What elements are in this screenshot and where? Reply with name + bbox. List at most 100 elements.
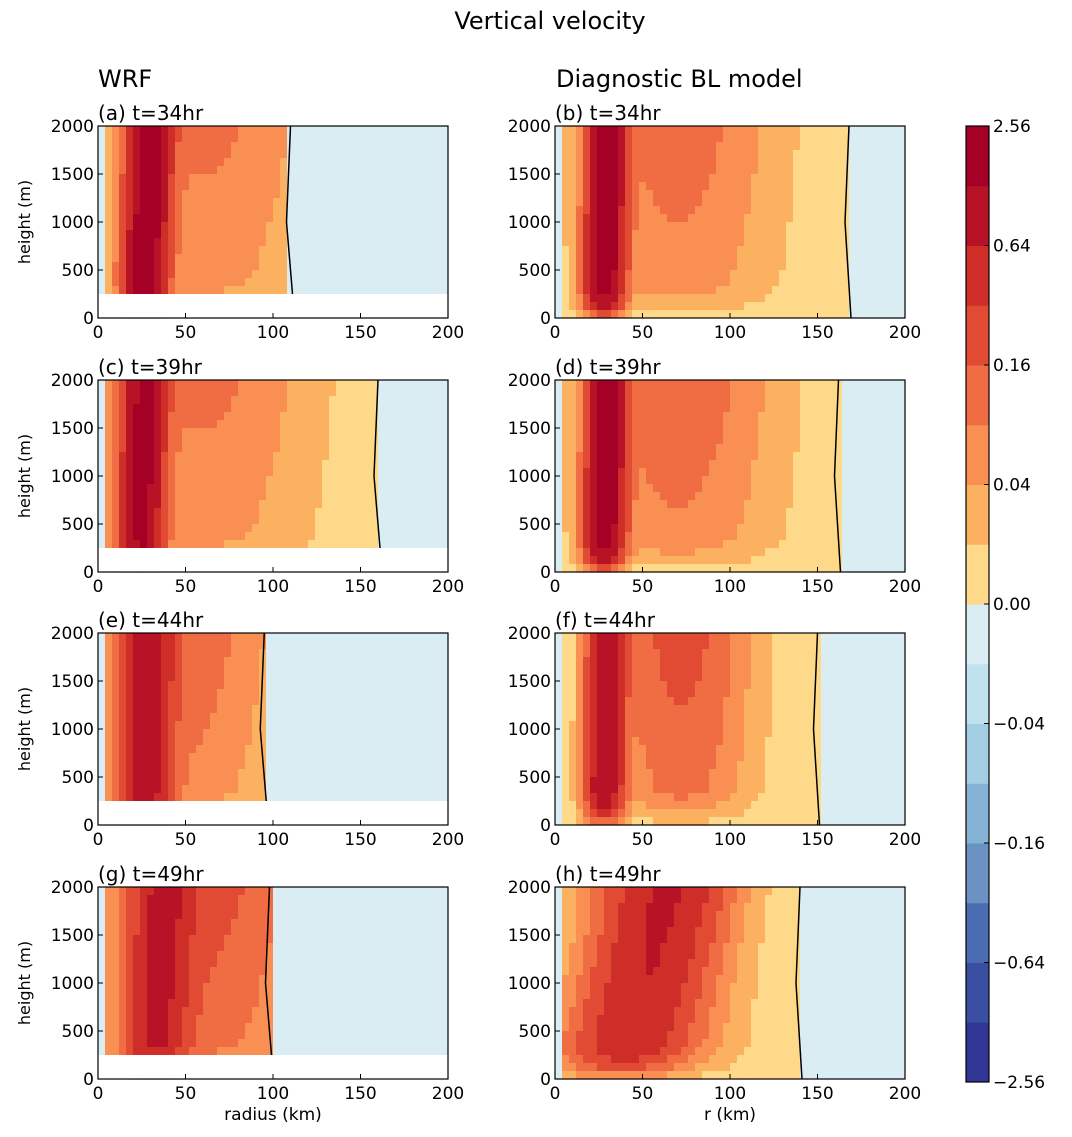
- field-cell: [133, 150, 141, 159]
- panel-label: (e) t=44hr: [98, 608, 204, 632]
- field-cell: [618, 516, 626, 525]
- field-cell: [322, 222, 330, 231]
- field-cell: [140, 396, 148, 405]
- field-cell: [898, 492, 906, 501]
- field-cell: [870, 484, 878, 493]
- field-cell: [800, 286, 808, 295]
- field-cell: [294, 278, 302, 287]
- field-cell: [828, 174, 836, 183]
- field-cell: [639, 278, 647, 287]
- field-cell: [646, 380, 654, 389]
- field-cell: [245, 246, 253, 255]
- field-cell: [779, 412, 787, 421]
- field-cell: [364, 436, 372, 445]
- field-cell: [611, 396, 619, 405]
- field-cell: [884, 294, 892, 303]
- field-cell: [653, 230, 661, 239]
- field-cell: [653, 302, 661, 311]
- field-cell: [772, 556, 780, 565]
- field-cell: [870, 302, 878, 311]
- field-cell: [322, 508, 330, 517]
- field-cell: [583, 516, 591, 525]
- field-cell: [863, 158, 871, 167]
- field-cell: [604, 142, 612, 151]
- field-cell: [583, 436, 591, 445]
- field-cell: [154, 476, 162, 485]
- field-cell: [385, 198, 393, 207]
- field-cell: [336, 150, 344, 159]
- field-cell: [175, 158, 183, 167]
- field-cell: [343, 270, 351, 279]
- field-cell: [98, 500, 106, 509]
- field-cell: [287, 460, 295, 469]
- field-cell: [716, 150, 724, 159]
- field-cell: [891, 294, 899, 303]
- field-cell: [688, 150, 696, 159]
- field-cell: [597, 278, 605, 287]
- field-cell: [870, 198, 878, 207]
- field-cell: [639, 380, 647, 389]
- field-cell: [294, 150, 302, 159]
- field-cell: [441, 198, 449, 207]
- field-cell: [653, 476, 661, 485]
- y-tick-label: 0: [540, 309, 551, 329]
- field-cell: [863, 428, 871, 437]
- field-cell: [287, 286, 295, 295]
- field-cell: [441, 254, 449, 263]
- field-cell: [702, 286, 710, 295]
- field-cell: [730, 302, 738, 311]
- field-cell: [618, 238, 626, 247]
- field-cell: [744, 492, 752, 501]
- field-cell: [653, 540, 661, 549]
- field-cell: [238, 484, 246, 493]
- field-cell: [555, 126, 563, 135]
- field-cell: [210, 278, 218, 287]
- x-tick-label: 100: [257, 577, 289, 597]
- field-cell: [730, 492, 738, 501]
- field-cell: [322, 270, 330, 279]
- field-cell: [667, 508, 675, 517]
- field-cell: [723, 524, 731, 533]
- field-cell: [133, 452, 141, 461]
- field-cell: [392, 142, 400, 151]
- field-cell: [800, 310, 808, 319]
- field-cell: [702, 182, 710, 191]
- field-cell: [364, 246, 372, 255]
- field-cell: [133, 484, 141, 493]
- field-cell: [856, 206, 864, 215]
- field-cell: [133, 468, 141, 477]
- field-cell: [702, 476, 710, 485]
- field-cell: [856, 126, 864, 135]
- field-cell: [217, 206, 225, 215]
- field-cell: [182, 436, 190, 445]
- field-cell: [259, 238, 267, 247]
- field-cell: [287, 182, 295, 191]
- field-cell: [196, 182, 204, 191]
- field-cell: [793, 388, 801, 397]
- field-cell: [786, 420, 794, 429]
- field-cell: [231, 404, 239, 413]
- field-cell: [287, 492, 295, 501]
- field-cell: [287, 254, 295, 263]
- field-cell: [175, 206, 183, 215]
- field-cell: [625, 214, 633, 223]
- field-cell: [723, 452, 731, 461]
- field-cell: [112, 404, 120, 413]
- field-cell: [294, 214, 302, 223]
- field-cell: [576, 142, 584, 151]
- field-cell: [898, 214, 906, 223]
- field-cell: [716, 404, 724, 413]
- field-cell: [814, 134, 822, 143]
- field-cell: [336, 206, 344, 215]
- field-cell: [562, 270, 570, 279]
- field-cell: [590, 484, 598, 493]
- field-cell: [765, 134, 773, 143]
- field-cell: [849, 134, 857, 143]
- field-cell: [231, 524, 239, 533]
- field-cell: [716, 492, 724, 501]
- field-cell: [175, 190, 183, 199]
- field-cell: [364, 492, 372, 501]
- field-cell: [779, 182, 787, 191]
- field-cell: [702, 262, 710, 271]
- field-cell: [105, 713, 113, 722]
